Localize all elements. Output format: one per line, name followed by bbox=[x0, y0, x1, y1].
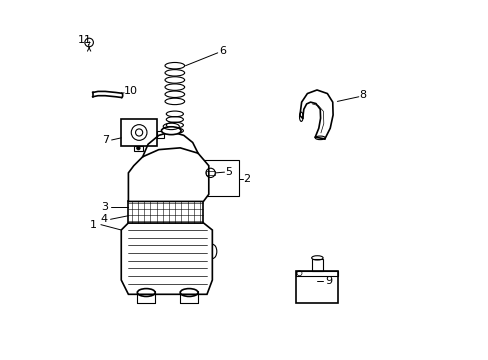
Circle shape bbox=[135, 129, 142, 136]
Bar bbox=[311, 258, 323, 271]
Bar bbox=[206, 171, 215, 175]
Text: 11: 11 bbox=[77, 35, 91, 45]
Bar bbox=[157, 131, 164, 138]
Text: 10: 10 bbox=[123, 86, 138, 96]
Ellipse shape bbox=[161, 127, 181, 135]
Text: 5: 5 bbox=[224, 167, 231, 177]
Text: 7: 7 bbox=[102, 135, 109, 145]
Text: 1: 1 bbox=[90, 220, 97, 230]
Bar bbox=[121, 119, 157, 146]
Bar bbox=[296, 271, 338, 276]
Circle shape bbox=[136, 147, 140, 150]
Bar bbox=[296, 271, 338, 303]
Text: 8: 8 bbox=[359, 90, 366, 100]
Bar bbox=[194, 160, 239, 196]
Text: 4: 4 bbox=[101, 214, 108, 224]
Text: 9: 9 bbox=[324, 276, 331, 286]
Polygon shape bbox=[128, 148, 208, 202]
Text: 6: 6 bbox=[219, 46, 225, 56]
Bar bbox=[134, 146, 142, 152]
Text: 3: 3 bbox=[101, 202, 108, 212]
Text: 2: 2 bbox=[243, 174, 250, 184]
Bar bbox=[128, 202, 203, 223]
Polygon shape bbox=[121, 223, 212, 294]
